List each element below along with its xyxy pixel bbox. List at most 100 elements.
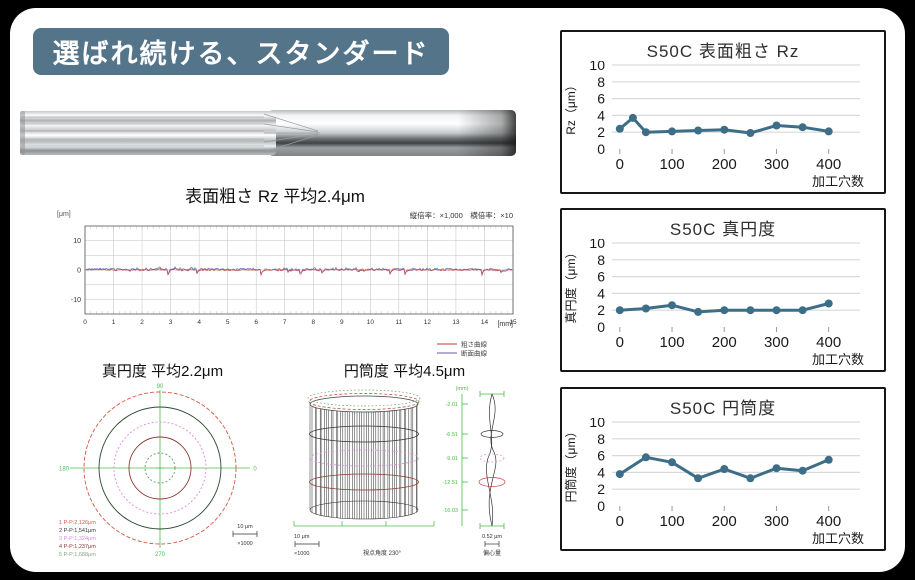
svg-text:0: 0 <box>597 319 605 335</box>
chart-title: S50C 表面粗さ Rz <box>646 42 800 61</box>
svg-text:0: 0 <box>253 467 257 473</box>
svg-text:15: 15 <box>509 319 517 326</box>
reamer-flutes <box>20 111 276 155</box>
cylindricity-3d-chart: (mm) -2.01 -6.51 -9.01 -12.51 -16.03 10 μm ×100… <box>293 386 506 557</box>
svg-text:加工穴数: 加工穴数 <box>812 531 864 546</box>
reamer-shank-end <box>458 110 516 156</box>
svg-text:10 μm: 10 μm <box>237 524 253 530</box>
svg-text:0.52 μm: 0.52 μm <box>482 534 502 540</box>
svg-text:200: 200 <box>712 513 737 530</box>
svg-text:6: 6 <box>254 319 258 326</box>
svg-text:400: 400 <box>816 513 841 530</box>
svg-text:加工穴数: 加工穴数 <box>812 352 864 367</box>
svg-text:10 μm: 10 μm <box>294 534 310 540</box>
svg-text:8: 8 <box>311 319 315 326</box>
svg-text:4: 4 <box>597 464 605 480</box>
svg-text:×1000: ×1000 <box>237 541 252 547</box>
line-chart-panel-roundness: S50C 真円度 0 2 4 6 8 10 0 100 200 300 400 加工穴数 真円度（μm） <box>560 208 886 372</box>
svg-text:0: 0 <box>616 334 624 351</box>
svg-text:加工穴数: 加工穴数 <box>812 174 864 189</box>
svg-text:3 P-P:1,324μm: 3 P-P:1,324μm <box>59 536 96 542</box>
svg-text:200: 200 <box>712 334 737 351</box>
svg-text:3: 3 <box>169 319 173 326</box>
svg-text:2: 2 <box>140 319 144 326</box>
svg-text:0: 0 <box>77 268 81 275</box>
svg-text:視点角度 230°: 視点角度 230° <box>363 549 402 557</box>
svg-text:13: 13 <box>452 319 460 326</box>
roughness-section-title: 表面粗さ Rz 平均2.4μm <box>185 187 365 206</box>
svg-text:-2.01: -2.01 <box>445 402 458 408</box>
svg-text:4: 4 <box>197 319 201 326</box>
svg-text:400: 400 <box>816 156 841 173</box>
svg-text:真円度（μm）: 真円度（μm） <box>563 247 578 324</box>
flute-lines <box>22 116 264 147</box>
svg-text:断面曲線: 断面曲線 <box>461 349 488 358</box>
svg-text:0: 0 <box>83 319 87 326</box>
chart-title: S50C 円筒度 <box>669 399 777 418</box>
catalog-card: 選ばれ続ける、スタンダード <box>10 8 905 572</box>
svg-text:4: 4 <box>597 107 605 123</box>
svg-text:10: 10 <box>589 418 605 430</box>
svg-text:10: 10 <box>367 319 375 326</box>
svg-text:14: 14 <box>481 319 489 326</box>
svg-text:1: 1 <box>112 319 116 326</box>
svg-text:粗さ曲線: 粗さ曲線 <box>461 340 488 349</box>
svg-text:6: 6 <box>597 448 605 464</box>
roundness-section-title: 真円度 平均2.2μm <box>101 363 224 380</box>
headline-text: 選ばれ続ける、スタンダード <box>52 39 430 69</box>
svg-text:偏心量: 偏心量 <box>483 549 501 557</box>
svg-text:90: 90 <box>157 384 164 390</box>
svg-text:-16.03: -16.03 <box>442 508 458 514</box>
svg-text:8: 8 <box>597 74 605 90</box>
reamer-tip-edge <box>20 111 25 155</box>
svg-text:180: 180 <box>59 467 70 473</box>
line-chart-panel-roughness: S50C 表面粗さ Rz 0 2 4 6 8 10 0 100 200 300 400 加工穴数 Rz（… <box>560 30 886 194</box>
svg-text:-12.51: -12.51 <box>442 480 458 486</box>
svg-text:Rz（μm）: Rz（μm） <box>564 79 578 135</box>
svg-text:6: 6 <box>597 269 605 285</box>
svg-text:0: 0 <box>597 141 605 157</box>
svg-text:1 P-P:2,126μm: 1 P-P:2,126μm <box>59 520 96 526</box>
svg-text:2: 2 <box>597 302 605 318</box>
svg-text:270: 270 <box>155 552 166 558</box>
svg-text:100: 100 <box>660 513 685 530</box>
svg-text:10: 10 <box>589 61 605 73</box>
svg-text:12: 12 <box>424 319 432 326</box>
svg-text:200: 200 <box>712 156 737 173</box>
svg-text:6: 6 <box>597 91 605 107</box>
svg-text:7: 7 <box>283 319 287 326</box>
svg-text:300: 300 <box>764 334 789 351</box>
svg-text:8: 8 <box>597 431 605 447</box>
reamer-product-photo <box>20 110 516 156</box>
svg-text:11: 11 <box>395 319 402 326</box>
svg-text:-9.01: -9.01 <box>445 456 458 462</box>
cylindricity-section-title: 円筒度 平均4.5μm <box>343 363 466 380</box>
svg-text:2 P-P:1,541μm: 2 P-P:1,541μm <box>59 528 96 534</box>
svg-text:4: 4 <box>597 285 605 301</box>
svg-text:300: 300 <box>764 513 789 530</box>
svg-text:5: 5 <box>226 319 230 326</box>
svg-text:円筒度（μm）: 円筒度（μm） <box>563 426 578 503</box>
svg-text:-6.51: -6.51 <box>445 432 458 438</box>
svg-text:4 P-P:1,237μm: 4 P-P:1,237μm <box>59 544 96 550</box>
svg-text:[mm]: [mm] <box>497 321 513 328</box>
svg-text:[μm]: [μm] <box>57 211 71 218</box>
svg-text:10: 10 <box>73 238 81 245</box>
svg-text:400: 400 <box>816 334 841 351</box>
svg-text:2: 2 <box>597 124 605 140</box>
line-chart-panel-cylindricity: S50C 円筒度 0 2 4 6 8 10 0 100 200 300 400 加工穴数 円筒度（μm） <box>560 387 886 551</box>
svg-text:0: 0 <box>616 156 624 173</box>
svg-text:8: 8 <box>597 252 605 268</box>
svg-text:10: 10 <box>589 239 605 251</box>
roundness-polar-chart: 90 180 270 0 1 P-P:2,126μm 2 P-P:1,541μm 3 P-P… <box>59 384 258 558</box>
svg-text:2: 2 <box>597 481 605 497</box>
svg-text:9: 9 <box>340 319 344 326</box>
svg-text:-10: -10 <box>71 297 81 304</box>
svg-text:縦倍率：×1,000 横倍率：×10: 縦倍率：×1,000 横倍率：×10 <box>410 210 513 220</box>
svg-text:0: 0 <box>616 513 624 530</box>
chart-title: S50C 真円度 <box>669 220 777 239</box>
svg-text:0: 0 <box>597 498 605 514</box>
